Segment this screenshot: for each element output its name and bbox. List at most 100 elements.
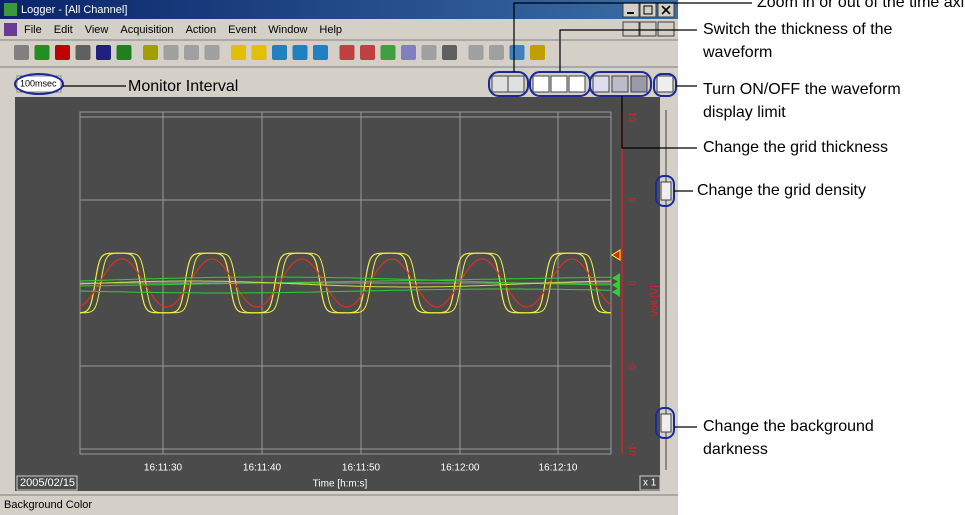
date-box <box>16 475 78 491</box>
toolbar-button[interactable] <box>360 45 375 60</box>
waveform <box>80 280 611 288</box>
toolbar-button[interactable] <box>116 45 132 60</box>
doc-restore[interactable] <box>639 21 657 37</box>
tool-button[interactable] <box>507 75 525 93</box>
x-axis-label: Time [h:m:s] <box>313 479 368 490</box>
grid-density-slider[interactable] <box>660 181 672 201</box>
menu-item[interactable]: Acquisition <box>120 24 173 36</box>
menu-item[interactable]: Event <box>228 24 256 36</box>
toolbar-button[interactable] <box>143 45 158 60</box>
toolbar <box>14 45 545 60</box>
toolbar-button[interactable] <box>339 45 355 60</box>
tool-button[interactable] <box>592 75 610 93</box>
tool-button[interactable] <box>491 75 509 93</box>
menu-item[interactable]: Action <box>186 24 217 36</box>
window-buttons[interactable] <box>622 2 675 18</box>
tool-button[interactable] <box>550 75 568 93</box>
menu-item[interactable]: File <box>24 24 42 36</box>
toolbar-button[interactable] <box>401 45 416 60</box>
toolbar-button[interactable] <box>272 45 287 60</box>
channel-marker <box>611 249 621 261</box>
toolbar-button[interactable] <box>96 45 111 60</box>
interval-box[interactable] <box>16 75 62 93</box>
maximize-button[interactable] <box>639 2 657 18</box>
annotation: Change the grid density <box>697 182 866 199</box>
toolbar-button[interactable] <box>163 45 179 60</box>
time-tick-label: 16:11:30 <box>144 463 183 474</box>
toolbar-button[interactable] <box>313 45 328 60</box>
toolbar-button[interactable] <box>292 45 308 60</box>
toolbar-button[interactable] <box>468 45 484 60</box>
y-tick-label: 10 <box>628 112 638 122</box>
toolbar-button[interactable] <box>75 45 91 60</box>
doc-buttons[interactable] <box>622 21 675 37</box>
annotation: display limit <box>703 104 786 121</box>
callout-oval <box>488 71 529 97</box>
menu-item[interactable]: Window <box>268 24 307 36</box>
scale-box[interactable] <box>639 475 661 491</box>
doc-minimize[interactable] <box>622 21 640 37</box>
toolbar-button[interactable] <box>184 45 199 60</box>
toolbar-button[interactable] <box>489 45 504 60</box>
channel-marker <box>612 287 620 297</box>
y-tick-label: -5 <box>628 362 638 370</box>
menu-item[interactable]: Help <box>319 24 342 36</box>
menu-item[interactable]: View <box>85 24 109 36</box>
toolbar-button[interactable] <box>14 45 29 60</box>
toolbar-button[interactable] <box>34 45 50 60</box>
doc-icon <box>4 23 17 36</box>
annotation: darkness <box>703 441 768 458</box>
glyph <box>643 5 653 15</box>
channel-marker <box>612 273 620 283</box>
callout-oval <box>653 73 677 97</box>
y-tick-label: 0 <box>628 280 638 285</box>
tool-button[interactable] <box>568 75 586 93</box>
status-bar: Background Color <box>4 499 92 511</box>
callout-oval <box>589 71 652 97</box>
waveform <box>80 252 612 314</box>
y-axis-label: Volt [V] <box>650 285 661 317</box>
toolbar-button[interactable] <box>442 45 457 60</box>
toolbar-button[interactable] <box>204 45 220 60</box>
waveform <box>80 276 611 286</box>
annotation: Change the grid thickness <box>703 139 888 156</box>
y-tick-label: -10 <box>628 442 638 455</box>
toolbar-button[interactable] <box>251 45 267 60</box>
time-tick-label: 16:11:40 <box>243 463 282 474</box>
time-tick-label: 16:12:00 <box>441 463 480 474</box>
toolbar-button[interactable] <box>55 45 70 60</box>
background-slider[interactable] <box>660 413 672 433</box>
tool-button[interactable] <box>532 75 550 93</box>
annotation: waveform <box>702 44 772 61</box>
toolbar-button[interactable] <box>530 45 545 60</box>
menu-item[interactable]: Edit <box>54 24 73 36</box>
annotation: Turn ON/OFF the waveform <box>703 81 901 98</box>
toolbar-button[interactable] <box>380 45 396 60</box>
waveform <box>80 288 612 294</box>
monitor-display <box>15 97 662 491</box>
waveform <box>80 276 612 287</box>
tool-button[interactable] <box>611 75 629 93</box>
waveform <box>79 258 612 308</box>
callout-oval <box>14 73 64 95</box>
y-tick-label: 5 <box>628 197 638 202</box>
annotations: Zoom in or out of the time axis Switch th… <box>697 0 965 458</box>
time-tick-label: 16:12:10 <box>539 463 578 474</box>
tool-button[interactable] <box>630 75 648 93</box>
toolbar-button[interactable] <box>509 45 525 60</box>
annotation: Switch the thickness of the <box>703 21 893 38</box>
toolbar-button[interactable] <box>421 45 437 60</box>
scale: x 1 <box>643 478 657 489</box>
toolbar-button[interactable] <box>231 45 246 60</box>
doc-close[interactable] <box>657 21 675 37</box>
menu-bar <box>0 20 678 39</box>
annotation: Monitor Interval <box>128 78 238 95</box>
title-bar <box>0 0 678 19</box>
menu: File Edit View Acquisition Action Event Window… <box>24 24 342 36</box>
channel-marker <box>612 280 620 290</box>
minimize-button[interactable] <box>622 2 640 18</box>
tool-button[interactable] <box>656 75 674 93</box>
window-title: Logger - [All Channel] <box>21 4 127 16</box>
leader <box>621 96 697 149</box>
